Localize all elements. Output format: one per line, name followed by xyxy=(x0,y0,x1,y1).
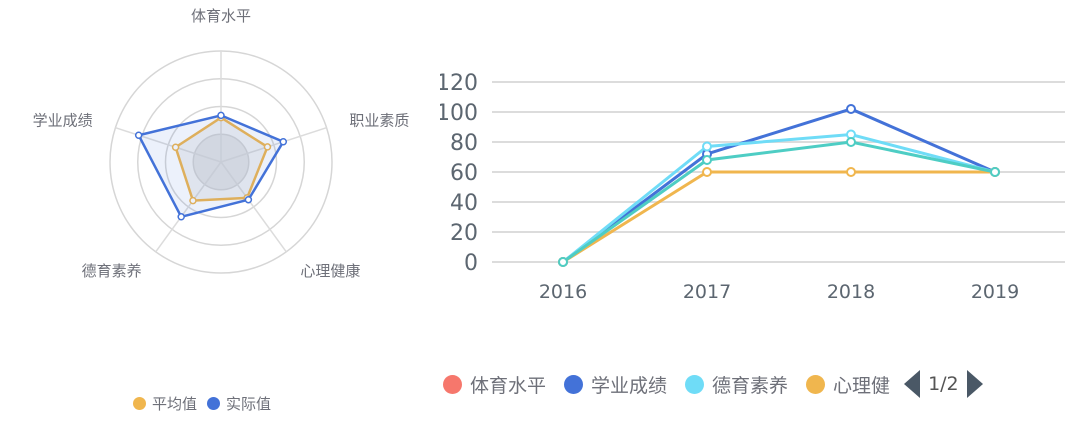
legend-dot-icon xyxy=(133,397,146,410)
y-tick-label: 80 xyxy=(450,131,478,156)
legend-item-actual[interactable]: 实际值 xyxy=(207,393,271,414)
radar-point xyxy=(217,111,225,120)
radar-indicator-label: 心理健康 xyxy=(300,262,360,280)
legend-item-moral[interactable]: 德育素养 xyxy=(685,371,788,398)
legend-item-academic[interactable]: 学业成绩 xyxy=(564,371,667,398)
line-point xyxy=(846,167,856,177)
line-series-1 xyxy=(562,107,996,264)
radar-axis xyxy=(155,161,222,253)
x-tick-label: 2016 xyxy=(539,281,587,303)
line-legend: 体育水平 学业成绩 德育素养 心理健 1/2 xyxy=(443,370,1063,398)
y-tick-label: 20 xyxy=(450,221,478,246)
line-point xyxy=(702,155,712,165)
legend-next-page-icon[interactable] xyxy=(966,370,983,398)
radar-point xyxy=(134,131,143,139)
radar-legend: 平均值 实际值 xyxy=(133,393,271,414)
legend-label: 德育素养 xyxy=(712,374,789,397)
legend-label: 实际值 xyxy=(226,395,272,413)
radar-indicator-label: 职业素质 xyxy=(349,111,409,129)
legend-label: 平均值 xyxy=(152,395,198,413)
y-tick-label: 120 xyxy=(440,71,478,96)
legend-dot-icon xyxy=(443,374,462,394)
legend-dot-icon xyxy=(685,374,705,394)
radar-series-1 xyxy=(136,114,286,219)
radar-point xyxy=(263,143,272,151)
line-point xyxy=(990,167,1000,177)
radar-axis xyxy=(115,126,222,163)
x-tick-label: 2018 xyxy=(827,281,875,303)
legend-dot-icon xyxy=(806,374,826,394)
legend-dot-icon xyxy=(207,397,221,410)
line-series-3 xyxy=(562,170,995,264)
radar-point xyxy=(177,213,185,221)
legend-label: 体育水平 xyxy=(470,374,547,397)
legend-label: 学业成绩 xyxy=(591,374,668,397)
line-point xyxy=(702,167,712,177)
line-chart: 0 20 40 60 80 100 120 2016 2017 2018 2019 xyxy=(440,71,1065,303)
line-series-4 xyxy=(562,140,996,264)
radar-point xyxy=(279,138,288,146)
line-point xyxy=(846,104,856,114)
x-tick-label: 2017 xyxy=(683,281,731,303)
radar-series-0 xyxy=(174,116,269,202)
y-tick-label: 100 xyxy=(440,101,478,126)
line-series-2 xyxy=(562,132,996,264)
radar-point xyxy=(171,143,180,152)
radar-indicator-label: 体育水平 xyxy=(191,7,251,25)
legend-page-indicator: 1/2 xyxy=(928,373,959,395)
legend-prev-page-icon[interactable] xyxy=(904,370,921,398)
legend-item-average[interactable]: 平均值 xyxy=(133,393,197,414)
radar-point xyxy=(244,195,253,204)
legend-item-mental[interactable]: 心理健 xyxy=(806,371,890,398)
y-tick-label: 0 xyxy=(464,251,478,276)
line-point xyxy=(846,137,856,147)
x-tick-label: 2019 xyxy=(971,281,1019,303)
radar-indicator-label: 德育素养 xyxy=(82,262,142,280)
radar-point xyxy=(189,196,197,205)
line-point xyxy=(702,141,712,152)
legend-item-pe[interactable]: 体育水平 xyxy=(443,371,546,398)
y-tick-label: 60 xyxy=(450,161,478,186)
radar-axis xyxy=(220,161,287,253)
legend-label: 心理健 xyxy=(833,374,891,397)
radar-axis xyxy=(220,126,327,163)
radar-indicator-label: 学业成绩 xyxy=(33,111,93,129)
line-point xyxy=(558,257,568,267)
legend-dot-icon xyxy=(564,374,584,394)
y-tick-label: 40 xyxy=(450,191,478,216)
